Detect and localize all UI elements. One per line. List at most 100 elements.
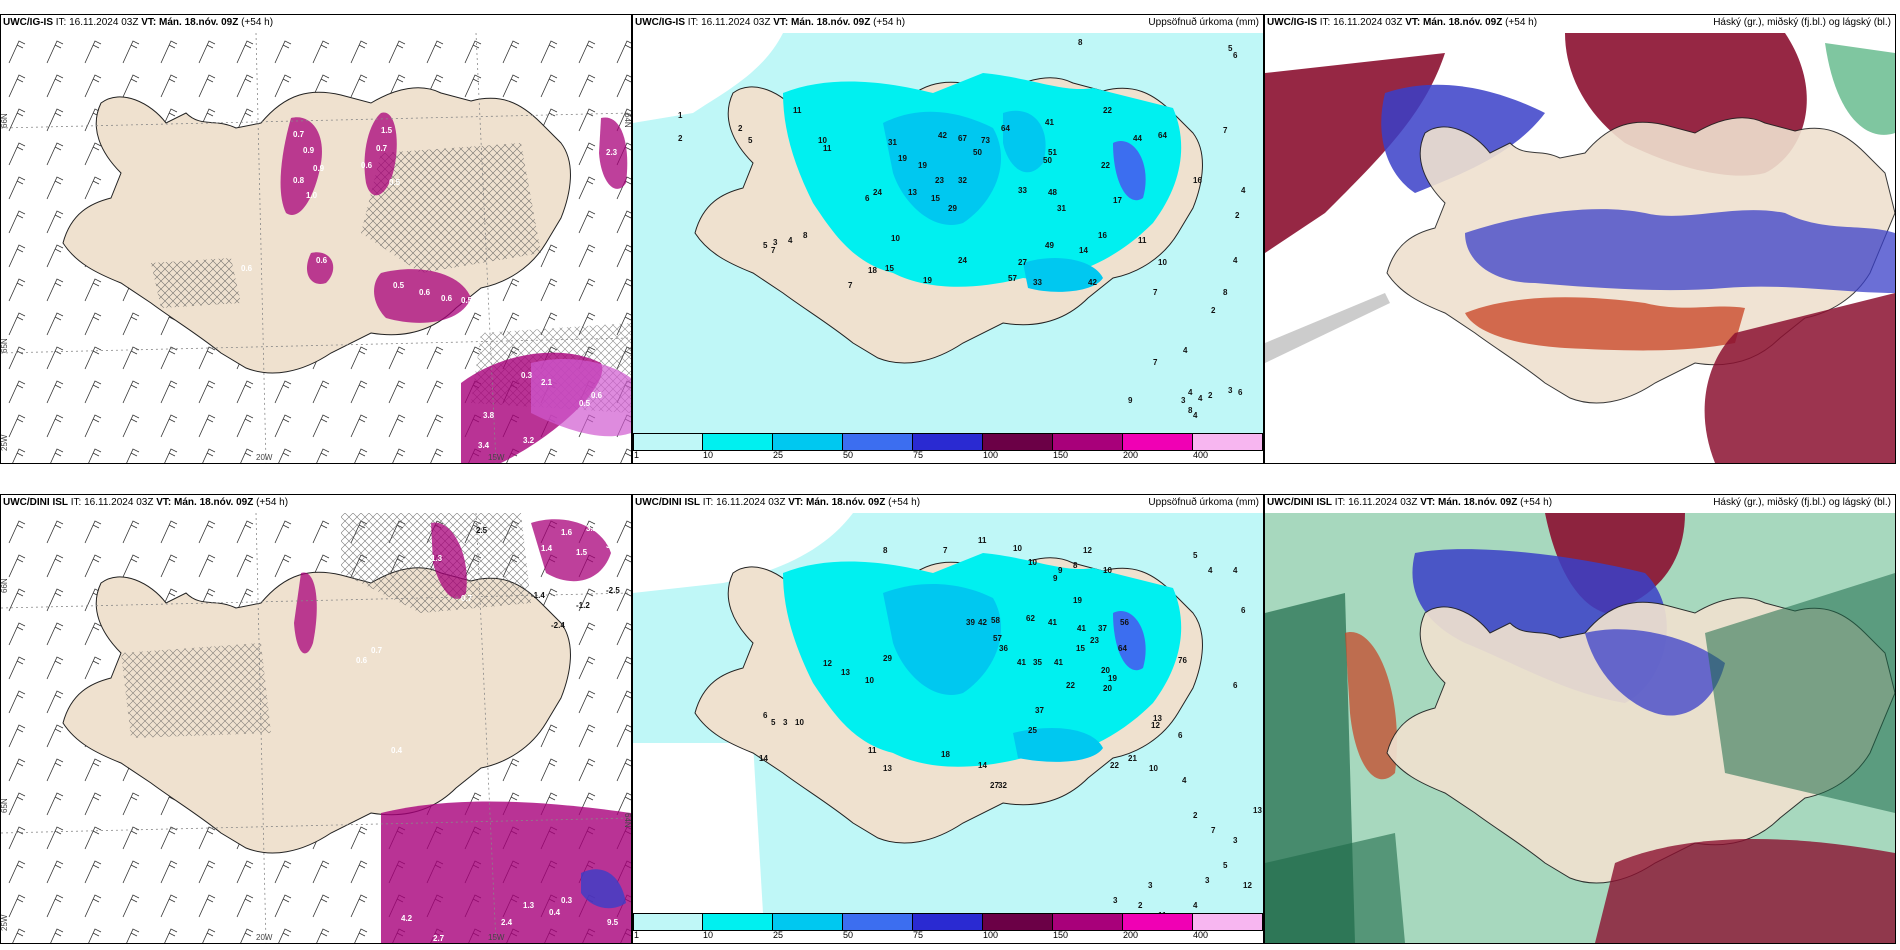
precip-point-label: 2 <box>1138 901 1143 910</box>
precip-point-label: 11 <box>1158 911 1167 913</box>
precip-point-label: 22 <box>1103 106 1112 115</box>
precip-point-label: 35 <box>1033 658 1042 667</box>
precip-point-label: 14 <box>759 754 768 763</box>
point-label: 1.5 <box>576 548 588 557</box>
precip-point-label: 16 <box>1098 231 1107 240</box>
precip-point-label: 6 <box>865 194 870 203</box>
panel-subtitle: Háský (gr.), miðský (fj.bl.) og lágský (… <box>1713 17 1891 28</box>
point-label: 0.3 <box>561 896 573 905</box>
point-label: 0.9 <box>303 146 315 155</box>
panel-dini-precip: UWC/DINI ISL IT: 16.11.2024 03Z VT: Mán.… <box>632 494 1264 944</box>
precip-point-label: 29 <box>883 654 892 663</box>
precip-point-label: 11 <box>868 746 877 755</box>
precip-point-label: 4 <box>1193 901 1198 910</box>
point-label: 3.0 <box>606 541 618 550</box>
colorbar-label: 10 <box>703 930 714 940</box>
precip-point-label: 3 <box>1205 876 1210 885</box>
precip-point-label: 37 <box>1098 624 1107 633</box>
precip-point-label: 9 <box>1053 574 1058 583</box>
precip-point-label: 10 <box>1028 558 1037 567</box>
precip-point-label: 4 <box>1241 186 1246 195</box>
precip-point-label: 5 <box>1228 44 1233 53</box>
precip-point-label: 8 <box>883 546 888 555</box>
precip-point-label: 4 <box>788 236 793 245</box>
precip-point-label: 4 <box>1193 411 1198 420</box>
precip-point-label: 6 <box>763 711 768 720</box>
precip-point-label: 6 <box>1233 51 1238 60</box>
axis-label-65n: 65N <box>1 338 9 353</box>
snow-cells <box>280 117 322 215</box>
precip-point-label: 50 <box>1043 156 1052 165</box>
precip-point-label: 22 <box>1110 761 1119 770</box>
precip-point-label: 5 <box>1193 551 1198 560</box>
axis-label-20w: 20W <box>256 453 273 462</box>
precip-point-label: 57 <box>1008 274 1017 283</box>
colorbar-label: 1 <box>634 930 640 940</box>
colorbar-label: 25 <box>773 930 784 940</box>
point-labels: 0.7 0.9 0.9 0.8 1.0 1.5 0.7 0.6 0.5 0.6 … <box>241 126 618 450</box>
wind-map: 66N 65N 64N 25W 20W 15W 2.5 1.6 3.1 3.0 … <box>1 513 631 943</box>
colorbar-label: 150 <box>1053 450 1069 460</box>
axis-label-64n: 64N <box>623 813 631 828</box>
precip-point-label: 15 <box>931 194 940 203</box>
point-label: 3.4 <box>478 441 490 450</box>
precip-point-label: 8 <box>803 231 808 240</box>
precip-point-label: 3 <box>1233 836 1238 845</box>
precip-point-label: 4 <box>1233 256 1238 265</box>
precip-point-label: 22 <box>1066 681 1075 690</box>
point-label: 1.0 <box>306 191 318 200</box>
precip-point-label: 7 <box>1153 358 1158 367</box>
precip-point-label: 9 <box>1128 396 1133 405</box>
point-label: -2.5 <box>606 586 620 595</box>
precip-point-label: 49 <box>1045 241 1054 250</box>
colorbar-label: 75 <box>913 450 924 460</box>
point-label: 0.8 <box>293 176 305 185</box>
point-label: 0.7 <box>293 130 305 139</box>
precip-point-label: 19 <box>898 154 907 163</box>
precip-point-label: 12 <box>823 659 832 668</box>
precip-point-label: 3 <box>1181 396 1186 405</box>
precip-point-label: 1 <box>678 111 683 120</box>
precip-point-label: 64 <box>1001 124 1010 133</box>
precip-point-label: 5 <box>1223 861 1228 870</box>
precip-point-label: 37 <box>1035 706 1044 715</box>
colorbar-label: 200 <box>1123 450 1139 460</box>
point-label: 0.7 <box>461 594 473 603</box>
precip-point-label: 31 <box>888 138 897 147</box>
precip-point-label: 41 <box>1048 618 1057 627</box>
precip-point-label: 33 <box>1033 278 1042 287</box>
colorbar-label: 50 <box>843 930 854 940</box>
precip-point-label: 14 <box>1079 246 1088 255</box>
precip-point-label: 2 <box>1193 811 1198 820</box>
precip-point-label: 41 <box>1017 658 1026 667</box>
point-label: 1.3 <box>431 554 443 563</box>
precip-point-label: 11 <box>823 144 832 153</box>
panel-igis-clouds: UWC/IG-IS IT: 16.11.2024 03Z VT: Mán. 18… <box>1264 14 1896 464</box>
precip-point-label: 13 <box>908 188 917 197</box>
cloud-map <box>1265 513 1895 943</box>
point-label: 0.4 <box>549 908 561 917</box>
precip-point-label: 7 <box>848 281 853 290</box>
point-label: 2.3 <box>606 148 618 157</box>
precip-point-label: 6 <box>1233 681 1238 690</box>
precip-point-label: 22 <box>1101 161 1110 170</box>
precip-point-label: 7 <box>1211 826 1216 835</box>
precip-point-label: 58 <box>991 616 1000 625</box>
precip-point-label: 67 <box>958 134 967 143</box>
precip-point-label: 2 <box>1211 306 1216 315</box>
panel-title: UWC/DINI ISL IT: 16.11.2024 03Z VT: Mán.… <box>1267 497 1553 508</box>
point-label: 1.6 <box>561 528 573 537</box>
point-label: 1.3 <box>523 901 535 910</box>
precip-point-label: 4 <box>1233 566 1238 575</box>
point-label: 0.6 <box>356 656 368 665</box>
precip-point-label: 2 <box>1208 391 1213 400</box>
precip-point-label: 3 <box>773 238 778 247</box>
precip-point-label: 8 <box>1223 288 1228 297</box>
colorbar-label: 25 <box>773 450 784 460</box>
point-label: 3.8 <box>483 411 495 420</box>
precip-point-label: 36 <box>999 644 1008 653</box>
precip-point-label: 50 <box>973 148 982 157</box>
point-label: 0.6 <box>591 391 603 400</box>
